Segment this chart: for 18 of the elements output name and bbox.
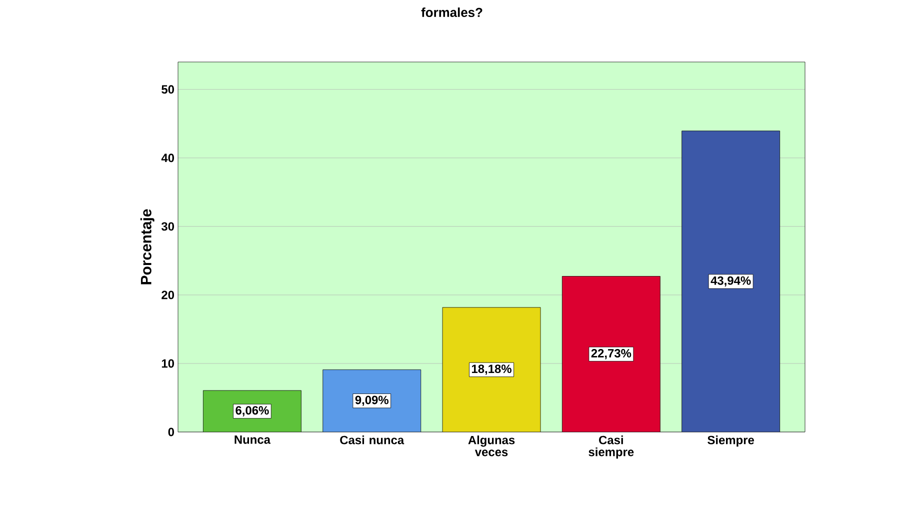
data-label: 9,09%	[355, 396, 388, 406]
x-tick-label: Nunca	[234, 436, 271, 444]
data-label: 18,18%	[472, 364, 512, 375]
y-tick-label: 10	[162, 359, 174, 368]
x-tick-label: Algunas veces	[468, 436, 515, 456]
data-label: 43,94%	[710, 276, 751, 287]
data-label: 6,06%	[236, 406, 269, 416]
data-label: 22,73%	[591, 349, 632, 360]
y-tick-label: 30	[161, 222, 174, 231]
x-tick-label: Casi nunca	[340, 436, 404, 444]
y-tick-label: 50	[162, 85, 174, 94]
x-tick-label: Casi siempre	[588, 436, 634, 459]
x-tick-label: Siempre	[708, 436, 754, 447]
y-tick-label: 20	[162, 290, 174, 300]
y-tick-label: 0	[168, 428, 174, 436]
y-axis-title: Porcentaje	[140, 209, 154, 284]
y-tick-label: 40	[161, 154, 174, 162]
chart-title: formales?	[421, 8, 482, 18]
